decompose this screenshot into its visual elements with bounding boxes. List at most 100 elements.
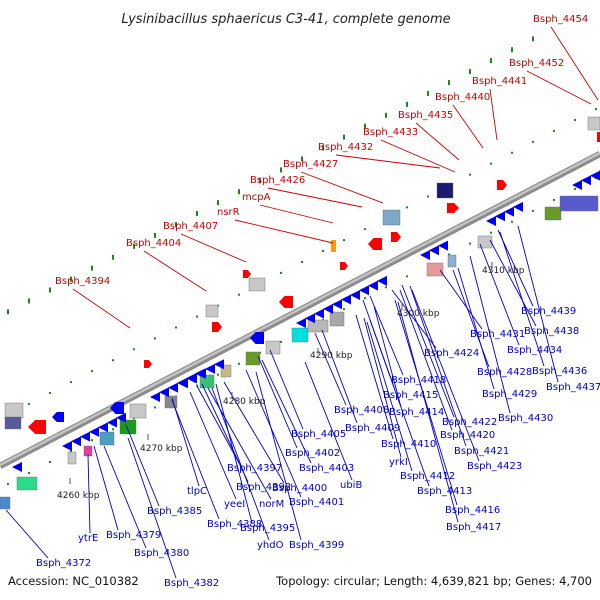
reverse-gene-label: Bsph_4382 <box>164 578 219 589</box>
tick-mark <box>553 129 555 132</box>
reverse-gene-label: norM <box>259 499 284 510</box>
reverse-gene-label: Bsph_4415 <box>383 390 438 401</box>
leader-line <box>300 171 384 204</box>
tick-mark <box>490 58 492 64</box>
tick-mark <box>175 326 177 329</box>
forward-gene-label: Bsph_4432 <box>318 142 373 153</box>
leader-line <box>499 231 545 367</box>
tick-mark <box>511 47 513 53</box>
gene-arrow <box>178 378 188 388</box>
reverse-gene-label: Bsph_4412 <box>400 471 455 482</box>
gene-arrow <box>495 211 505 222</box>
leader-line <box>369 319 430 487</box>
gene-box <box>559 195 599 212</box>
forward-gene-label: Bsph_4427 <box>283 159 338 170</box>
gene-box <box>205 304 219 318</box>
forward-gene-label: mcpA <box>242 192 271 203</box>
gene-box <box>307 319 329 333</box>
leader-line <box>180 233 247 263</box>
leader-line <box>411 289 480 462</box>
reverse-gene-label: Bsph_4401 <box>289 497 344 508</box>
tick-mark <box>133 243 135 249</box>
tick-mark <box>28 402 30 405</box>
gene-arrow <box>98 422 108 433</box>
tick-mark <box>91 439 93 442</box>
leader-line <box>397 301 459 523</box>
gene-arrow <box>12 462 22 472</box>
leader-line <box>489 88 498 141</box>
leader-line <box>72 288 131 329</box>
leader-line <box>399 289 453 431</box>
reverse-gene-label: ubiB <box>340 480 362 491</box>
tick-mark <box>196 315 198 318</box>
reverse-gene-label: Bsph_4414 <box>389 407 444 418</box>
reverse-gene-label: Bsph_4402 <box>285 448 340 459</box>
gene-box <box>426 262 444 277</box>
gene-arrow <box>214 359 224 370</box>
tick-mark <box>574 119 576 121</box>
forward-gene-label: Bsph_4440 <box>435 92 490 103</box>
gene-arrow <box>250 332 264 344</box>
kbp-scale-labels: 4260 kbp 4270 kbp 4280 kbp 4290 kbp 4300 kbp… <box>57 262 525 501</box>
leader-line <box>93 445 119 531</box>
forward-gene-label: Bsph_4426 <box>250 175 305 186</box>
reverse-gene-label: Bsph_4423 <box>467 461 522 472</box>
gene-arrow <box>71 436 81 447</box>
leader-line <box>261 359 312 464</box>
tick-mark <box>217 200 219 206</box>
tick-mark <box>91 265 93 271</box>
leader-line <box>355 314 394 440</box>
gene-arrow <box>572 180 582 190</box>
gene-box <box>382 209 401 226</box>
leader-line <box>215 383 253 524</box>
reverse-gene-label: Bsph_4437 <box>546 382 600 393</box>
map-title: Lysinibacillus sphaericus C3-41, complet… <box>121 12 450 27</box>
gene-box <box>119 419 137 435</box>
gene-arrow <box>332 299 342 310</box>
leader-line <box>469 255 511 414</box>
tick-mark <box>259 178 261 184</box>
tick-mark <box>301 156 303 162</box>
gene-arrow <box>243 270 251 278</box>
gene-box <box>129 403 147 419</box>
gene-arrow <box>341 294 351 305</box>
gene-box <box>67 451 77 465</box>
leader-line <box>267 187 363 208</box>
gene-arrow <box>581 175 591 186</box>
tick-mark <box>490 231 492 234</box>
leader-line <box>87 454 91 534</box>
tick-mark <box>427 195 429 198</box>
tick-mark <box>511 151 513 154</box>
reverse-gene-label: Bsph_4397 <box>227 463 282 474</box>
leader-line <box>489 239 537 327</box>
tick-mark <box>7 482 9 485</box>
reverse-gene-label: Bsph_4408 <box>334 405 389 416</box>
gene-box <box>329 311 345 327</box>
tick-mark <box>469 69 471 75</box>
reverse-gene-label: Bsph_4438 <box>524 326 579 337</box>
reverse-gene-label: yhdO <box>257 540 284 551</box>
tick-mark <box>280 167 282 173</box>
gene-box <box>4 416 22 430</box>
gene-arrow <box>28 420 46 434</box>
gene-box <box>477 235 493 249</box>
leader-line <box>439 269 483 330</box>
tick-mark <box>385 112 387 118</box>
reverse-gene-label: yrkI <box>389 457 408 468</box>
leader-line <box>550 26 599 101</box>
gene-arrow <box>279 296 293 308</box>
tick-mark <box>595 108 597 111</box>
tick-mark <box>112 254 114 260</box>
tick-mark <box>154 406 156 409</box>
tick-mark <box>28 298 30 304</box>
leader-line <box>526 70 592 105</box>
leader-line <box>304 361 353 481</box>
gene-arrow <box>62 441 72 451</box>
gene-arrow <box>107 417 117 428</box>
tick-mark <box>238 293 240 296</box>
leader-line <box>409 285 467 447</box>
tick-mark <box>343 134 345 140</box>
reverse-gene-label: Bsph_4392 <box>236 482 291 493</box>
